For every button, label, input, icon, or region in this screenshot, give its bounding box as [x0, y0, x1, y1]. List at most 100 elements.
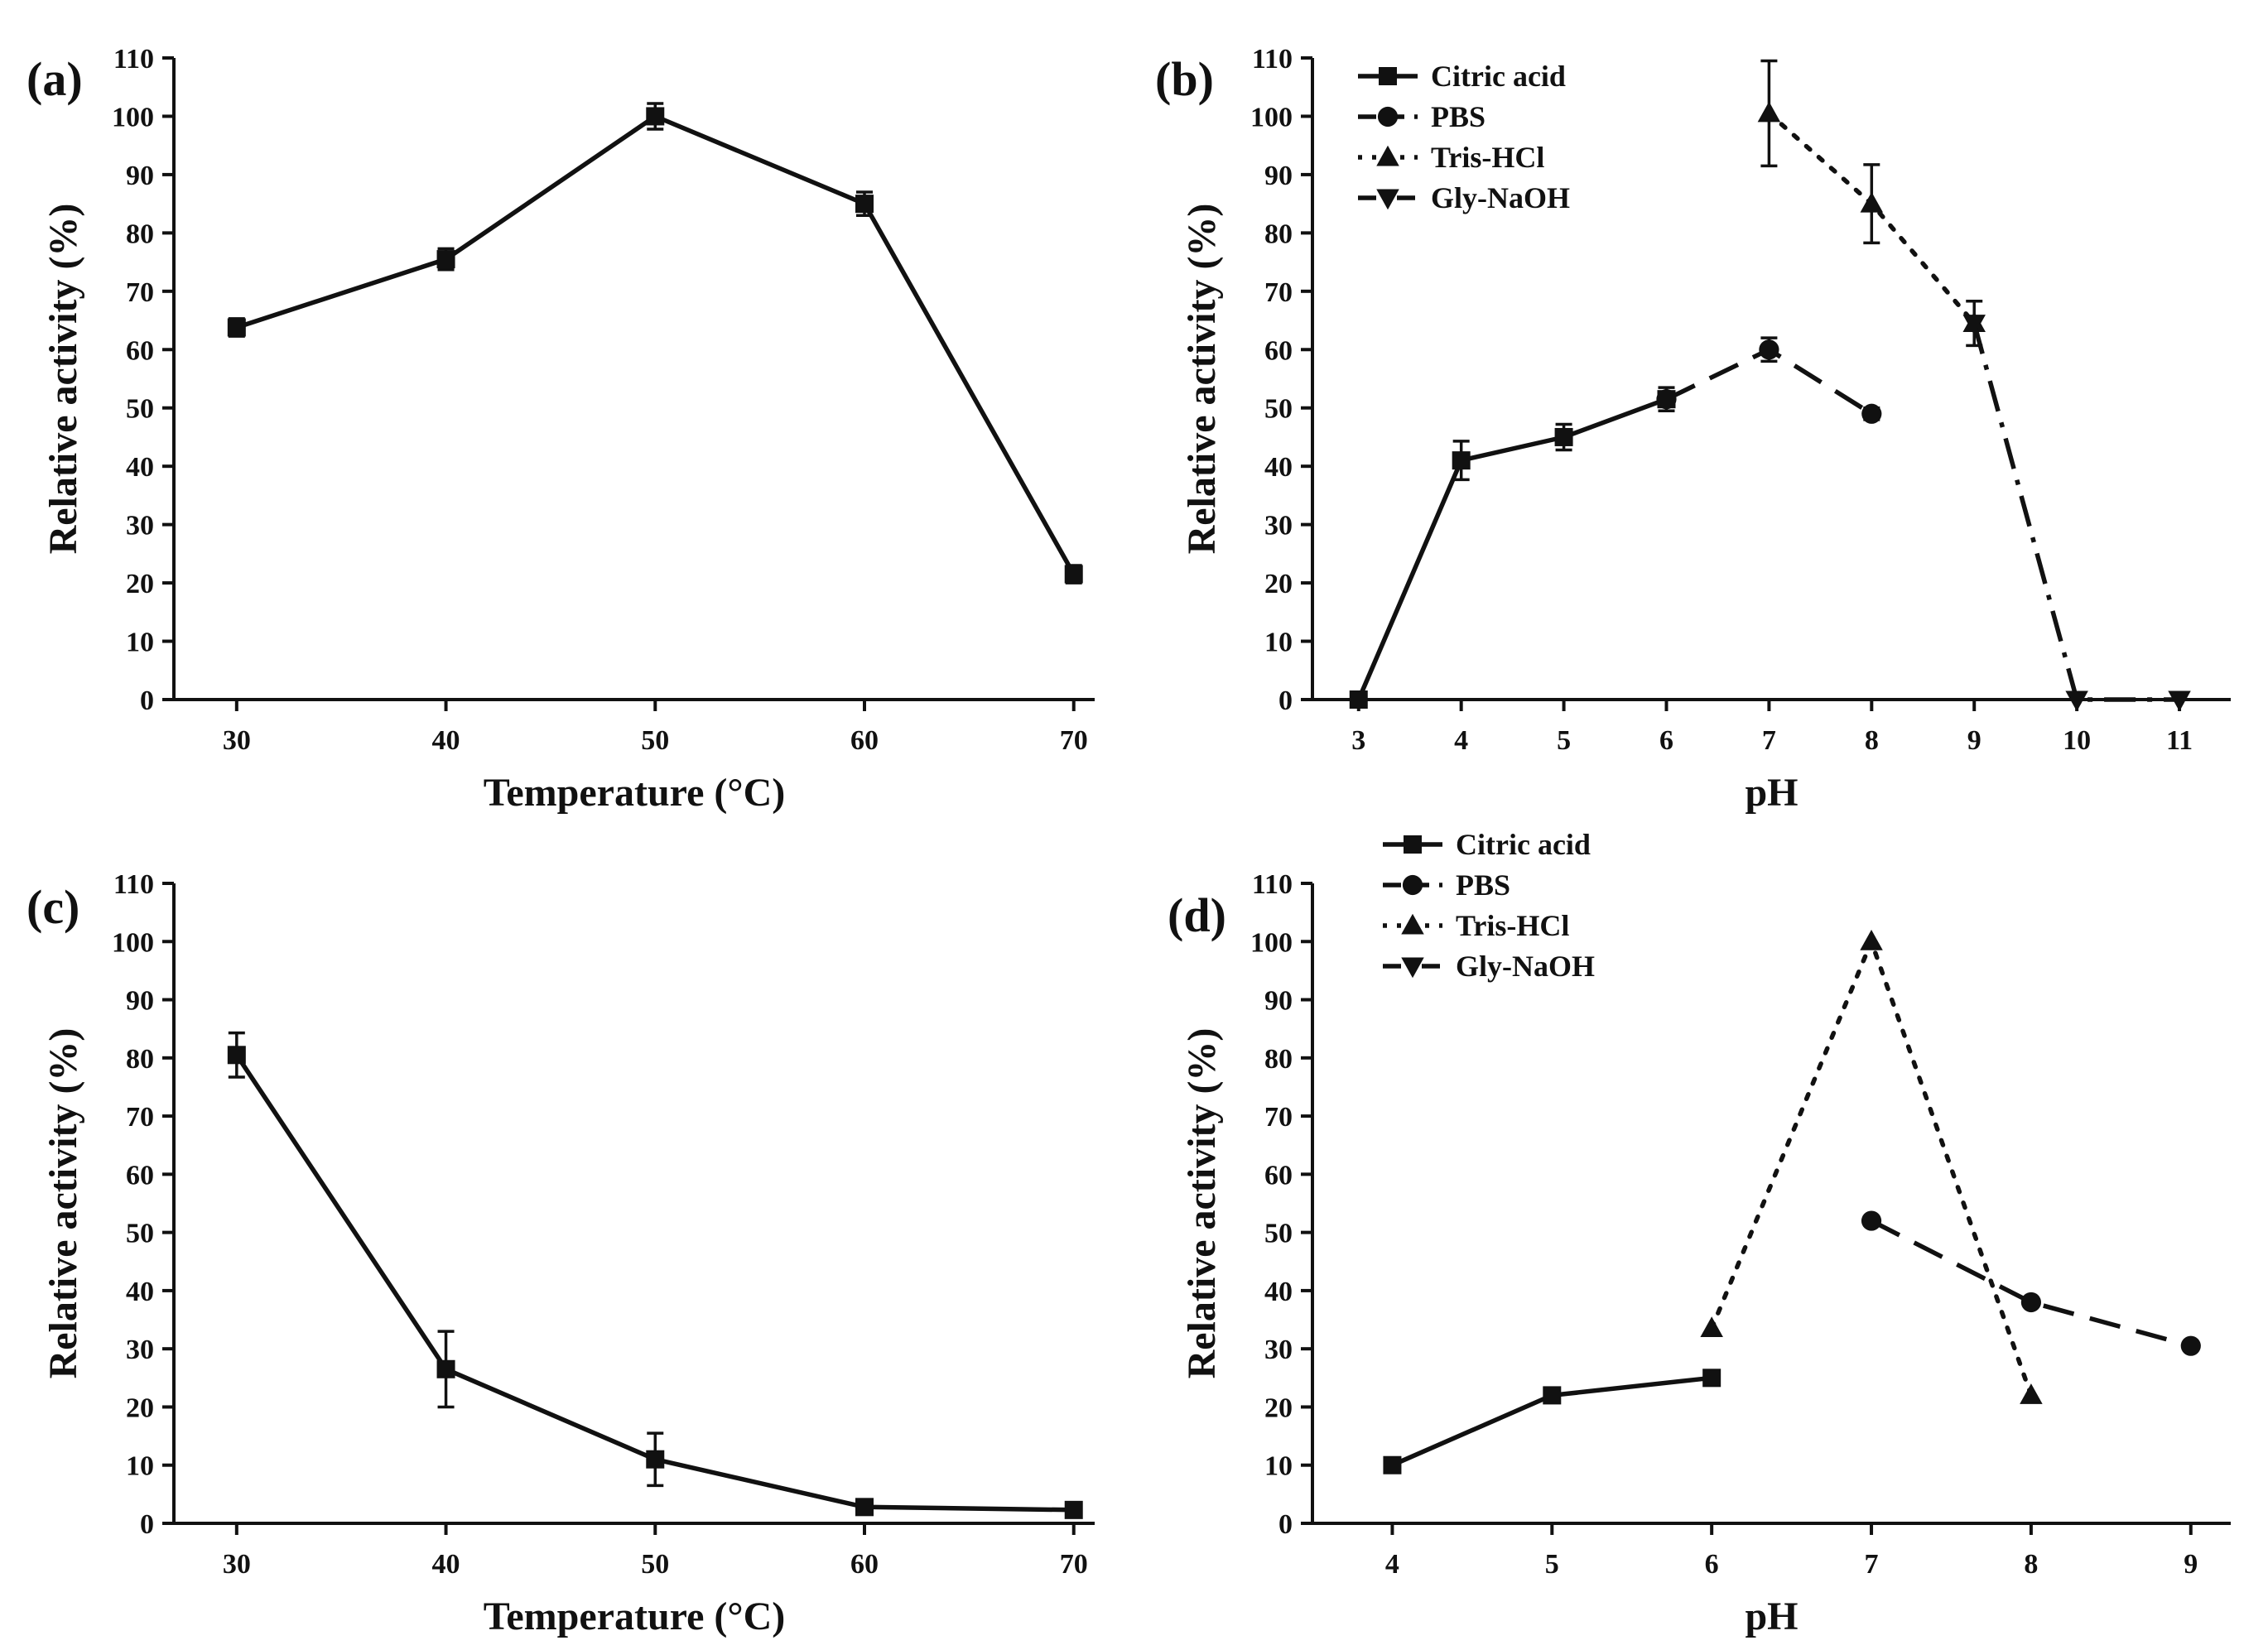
panel-label: (d)	[1168, 888, 1226, 942]
x-tick-label: 7	[1865, 1549, 1879, 1580]
data-point	[1962, 315, 1986, 335]
data-point	[855, 1498, 874, 1517]
series-gly-naoh	[1962, 315, 2191, 712]
legend-marker	[1401, 913, 1424, 935]
x-tick-label: 9	[2184, 1549, 2198, 1580]
data-point	[227, 318, 246, 337]
y-tick-label: 0	[140, 685, 154, 716]
x-tick-label: 4	[1385, 1549, 1399, 1580]
chart-panel-1: (a) 0 10 20 30 40 50 60 70 80 90 100 110 30 40 50 60 70 Te…	[26, 44, 1095, 815]
y-tick-label: 20	[1264, 569, 1293, 599]
x-tick-label: 40	[432, 1549, 460, 1580]
x-tick-label: 4	[1454, 725, 1468, 756]
x-tick-label: 5	[1545, 1549, 1559, 1580]
data-point	[646, 1450, 665, 1469]
y-axis-label: Relative activity (%)	[1180, 204, 1224, 555]
x-tick-label: 30	[223, 1549, 251, 1580]
x-tick-label: 50	[641, 1549, 669, 1580]
y-axis-label: Relative activity (%)	[41, 204, 85, 555]
data-point	[1861, 403, 1882, 424]
y-tick-label: 30	[1264, 511, 1293, 541]
y-tick-label: 90	[126, 986, 154, 1017]
data-point	[436, 1359, 455, 1378]
y-tick-label: 50	[1264, 1219, 1293, 1249]
y-tick-label: 0	[1278, 1509, 1293, 1540]
data-point	[1656, 389, 1677, 410]
legend-label: PBS	[1456, 868, 1510, 902]
x-tick-label: 9	[1967, 725, 1981, 756]
data-point	[227, 1046, 246, 1065]
x-tick-label: 40	[432, 725, 460, 756]
y-tick-label: 110	[1252, 44, 1293, 75]
chart-panel-4: (d) 0 10 20 30 40 50 60 70 80 90 100 110 4 5 6 7 8 9 pH Rela…	[1168, 828, 2231, 1638]
x-tick-label: 8	[1865, 725, 1879, 756]
x-tick-label: 6	[1659, 725, 1673, 756]
data-point	[1452, 451, 1471, 470]
panel-label: (a)	[26, 52, 83, 106]
legend-marker	[1402, 874, 1423, 896]
legend-label: Gly-NaOH	[1456, 950, 1595, 983]
y-tick-label: 80	[126, 1044, 154, 1075]
legend-marker	[1379, 67, 1397, 85]
y-tick-label: 30	[126, 1335, 154, 1365]
legend-label: Gly-NaOH	[1431, 181, 1570, 214]
x-tick-label: 50	[641, 725, 669, 756]
data-point	[1383, 1455, 1402, 1474]
x-tick-label: 6	[1705, 1549, 1719, 1580]
x-tick-label: 70	[1060, 1549, 1088, 1580]
data-point	[436, 250, 455, 269]
y-tick-label: 0	[1278, 685, 1293, 716]
data-point	[2065, 690, 2088, 712]
panel-label: (b)	[1155, 52, 1214, 106]
y-tick-label: 100	[112, 102, 154, 132]
series-1	[227, 102, 1083, 584]
series-line	[1356, 397, 1668, 701]
y-tick-label: 60	[1264, 335, 1293, 366]
x-tick-label: 7	[1762, 725, 1776, 756]
y-tick-label: 80	[1264, 1044, 1293, 1075]
data-point	[1860, 929, 1883, 950]
y-tick-label: 100	[1250, 102, 1293, 132]
y-tick-label: 40	[126, 1277, 154, 1307]
y-tick-label: 50	[126, 394, 154, 425]
panel-label: (c)	[26, 880, 79, 934]
chart-panel-3: (c) 0 10 20 30 40 50 60 70 80 90 100 110 30 40 50 60 70 Te…	[26, 869, 1095, 1638]
y-tick-label: 60	[126, 1160, 154, 1191]
y-tick-label: 60	[126, 335, 154, 366]
legend-marker	[1377, 106, 1399, 127]
series-tris-hcl	[1700, 929, 2043, 1404]
y-tick-label: 20	[126, 569, 154, 599]
x-tick-label: 10	[2063, 725, 2091, 756]
y-tick-label: 80	[126, 219, 154, 249]
data-point	[1554, 427, 1573, 446]
x-tick-label: 30	[223, 725, 251, 756]
y-tick-label: 90	[1264, 986, 1293, 1017]
y-tick-label: 50	[126, 1219, 154, 1249]
data-point	[1702, 1369, 1721, 1388]
data-point	[646, 107, 665, 126]
x-tick-label: 60	[850, 1549, 879, 1580]
y-tick-label: 70	[126, 277, 154, 308]
legend: Citric acid PBS Tris-HCl Gly-NaOH	[1358, 60, 1570, 214]
series-pbs	[1656, 336, 1882, 424]
series-citric-acid	[1349, 386, 1676, 709]
x-axis-label: pH	[1745, 1595, 1798, 1638]
series-line	[1709, 939, 2034, 1398]
x-tick-label: 60	[850, 725, 879, 756]
legend-label: Tris-HCl	[1431, 141, 1544, 174]
legend: Citric acid PBS Tris-HCl Gly-NaOH	[1383, 828, 1595, 983]
x-tick-label: 70	[1060, 725, 1088, 756]
legend-marker	[1376, 189, 1399, 210]
y-tick-label: 30	[126, 511, 154, 541]
legend-label: Tris-HCl	[1456, 909, 1569, 942]
legend-label: PBS	[1431, 100, 1486, 133]
series-line	[1972, 322, 2179, 702]
y-tick-label: 40	[1264, 1277, 1293, 1307]
x-axis-label: Temperature (°C)	[484, 771, 785, 815]
y-tick-label: 90	[1264, 161, 1293, 191]
y-tick-label: 110	[1252, 869, 1293, 900]
data-point	[855, 195, 874, 214]
x-tick-label: 8	[2024, 1549, 2038, 1580]
data-point	[2020, 1292, 2042, 1313]
